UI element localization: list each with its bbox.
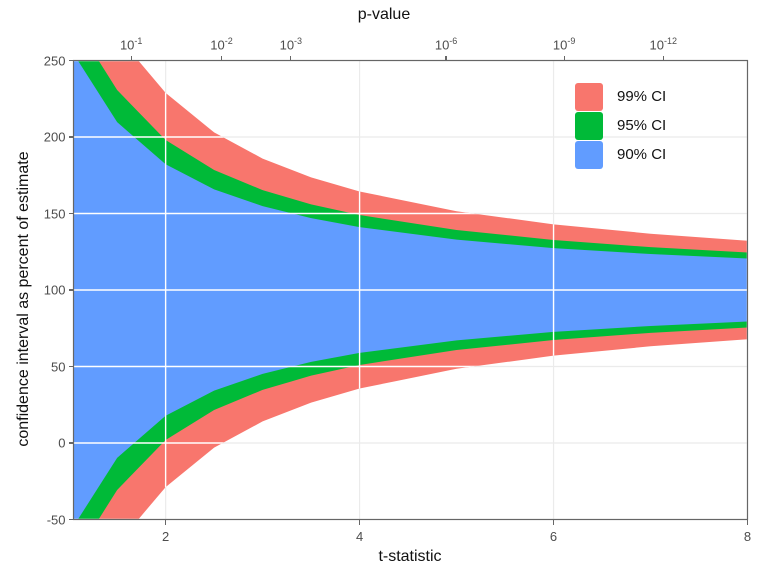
legend-label-2: 90% CI xyxy=(617,146,667,163)
p-value-tick-exponent-4: -9 xyxy=(567,35,576,46)
p-value-tick-exponent-5: -12 xyxy=(663,35,677,46)
x-axis-tick-mark-3 xyxy=(746,519,749,525)
p-value-tick-exponent-1: -2 xyxy=(224,35,233,46)
legend-swatch-99ci xyxy=(575,83,603,111)
p-value-tick-mark-0 xyxy=(130,55,132,61)
p-value-tick-mark-4 xyxy=(563,55,565,61)
x-axis-tick-label-0: 2 xyxy=(162,528,170,544)
p-value-tick-label-1: 10-2 xyxy=(210,36,232,52)
secondary-x-axis-title: p-value xyxy=(357,6,411,23)
x-axis-tick-label-3: 8 xyxy=(743,528,752,544)
x-axis-title: t-statistic xyxy=(378,548,442,565)
y-axis-tick-mark-5 xyxy=(68,442,74,444)
y-axis-tick-label-2: 150 xyxy=(43,206,66,221)
p-value-tick-mantissa-0: 10 xyxy=(119,36,135,52)
p-value-tick-mark-1 xyxy=(220,55,223,61)
legend-swatch-95ci xyxy=(575,112,603,140)
y-axis-tick-mark-6 xyxy=(68,518,74,521)
p-value-tick-label-3: 10-6 xyxy=(435,36,457,52)
x-axis-tick-mark-1 xyxy=(358,519,361,525)
secondary-x-axis-line xyxy=(73,59,748,62)
y-axis-tick-mark-1 xyxy=(68,136,74,138)
y-axis-tick-label-6: -50 xyxy=(46,512,66,527)
legend-label-1: 95% CI xyxy=(617,117,667,134)
p-value-tick-exponent-2: -3 xyxy=(294,35,303,46)
p-value-tick-exponent-0: -1 xyxy=(134,35,143,46)
x-axis-tick-label-1: 4 xyxy=(355,528,364,544)
y-axis-tick-mark-0 xyxy=(68,59,74,62)
p-value-tick-mark-5 xyxy=(662,55,664,61)
y-axis-tick-mark-2 xyxy=(68,212,74,215)
legend-swatch-90ci xyxy=(575,141,603,169)
y-axis-tick-label-1: 200 xyxy=(43,129,66,145)
p-value-tick-label-2: 10-3 xyxy=(280,36,302,52)
y-axis-tick-label-3: 100 xyxy=(43,282,66,298)
p-value-tick-label-5: 10-12 xyxy=(649,36,676,52)
p-value-tick-mantissa-4: 10 xyxy=(552,36,568,52)
y-axis-tick-label-0: 250 xyxy=(43,53,66,68)
x-axis-tick-mark-0 xyxy=(165,519,167,525)
y-axis-tick-label-5: 0 xyxy=(58,435,66,451)
p-value-tick-label-0: 10-1 xyxy=(120,36,142,52)
y-axis-tick-mark-3 xyxy=(68,289,74,291)
p-value-tick-label-4: 10-9 xyxy=(553,36,575,52)
p-value-tick-mark-2 xyxy=(290,55,292,61)
p-value-tick-mantissa-5: 10 xyxy=(649,36,664,52)
x-axis-tick-mark-2 xyxy=(552,519,555,525)
p-value-tick-mantissa-3: 10 xyxy=(434,36,450,52)
p-value-tick-mantissa-1: 10 xyxy=(210,36,225,52)
p-value-tick-mark-3 xyxy=(445,55,447,61)
legend-label-0: 99% CI xyxy=(617,88,667,105)
x-axis-tick-label-2: 6 xyxy=(549,528,558,544)
y-axis-tick-label-4: 50 xyxy=(51,359,66,374)
p-value-tick-mantissa-2: 10 xyxy=(279,36,295,52)
y-axis-tick-mark-4 xyxy=(68,365,74,368)
p-value-tick-exponent-3: -6 xyxy=(449,35,458,46)
